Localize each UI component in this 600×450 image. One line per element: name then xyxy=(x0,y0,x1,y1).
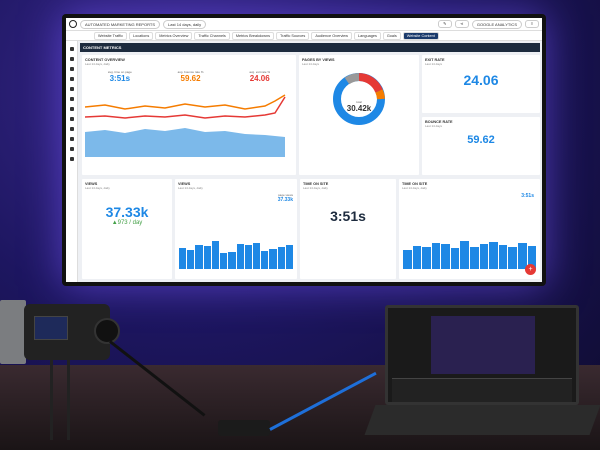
add-button[interactable]: + xyxy=(525,264,536,275)
camera-lcd xyxy=(34,316,68,340)
nav-icon[interactable] xyxy=(69,47,74,51)
time-on-site-chart-card: TIME ON SITE Last 14 days, daily 3:51s + xyxy=(399,179,540,279)
bar xyxy=(244,245,252,269)
share-icon[interactable]: ⋖ xyxy=(454,20,469,28)
bar xyxy=(450,248,460,269)
nav-icon[interactable] xyxy=(69,117,74,121)
nav-icon[interactable] xyxy=(69,127,74,131)
views-chart-card: VIEWS Last 14 days, daily page views 37.3… xyxy=(175,179,297,279)
nav-icon[interactable] xyxy=(69,137,74,141)
overview-line-chart xyxy=(84,94,286,157)
bar xyxy=(277,246,285,269)
camera-lens xyxy=(94,318,120,344)
pages-by-views-card: PAGES BY VIEWS Last 14 days total 30.42k xyxy=(299,55,419,175)
content-overview-card: CONTENT OVERVIEW Last 14 days, daily avg… xyxy=(82,55,296,175)
views-bar-chart xyxy=(179,241,294,269)
report-select[interactable]: AUTOMATED MARKETING REPORTS xyxy=(80,19,161,29)
bar xyxy=(179,248,187,269)
time-on-site-bar-chart xyxy=(403,241,537,269)
obs-control-panel xyxy=(392,378,572,402)
nav-icon[interactable] xyxy=(69,157,74,161)
bar xyxy=(211,241,220,269)
obs-preview xyxy=(431,316,535,374)
bar xyxy=(187,249,195,269)
bar xyxy=(517,242,527,269)
nav-icon[interactable] xyxy=(69,147,74,151)
tripod xyxy=(50,360,70,440)
nav-icon[interactable] xyxy=(69,57,74,61)
views-card: VIEWS Last 14 days, daily 37.33k ▲973 / … xyxy=(82,179,172,279)
tab-locations[interactable]: Locations xyxy=(128,31,154,40)
nav-icon[interactable] xyxy=(69,77,74,81)
bar xyxy=(220,253,228,269)
card-title: CONTENT OVERVIEW xyxy=(85,58,125,62)
tab-audience-overview[interactable]: Audience Overview xyxy=(311,31,353,40)
tab-goals[interactable]: Goals xyxy=(382,31,401,40)
nav-icon[interactable] xyxy=(69,67,74,71)
card-subtitle: Last 14 days, daily xyxy=(85,62,110,66)
section-title: CONTENT METRICS xyxy=(80,43,540,52)
bar xyxy=(412,245,422,269)
tab-metrics-breakdowns[interactable]: Metrics Breakdowns xyxy=(231,31,274,40)
tab-website-content[interactable]: Website Content xyxy=(402,31,439,40)
nav-icon[interactable] xyxy=(69,87,74,91)
laptop xyxy=(385,305,579,405)
bar xyxy=(269,248,277,269)
menu-icon[interactable]: ≡ xyxy=(525,20,539,28)
bar xyxy=(527,245,537,269)
laptop-keyboard xyxy=(364,405,600,435)
app-logo-icon xyxy=(69,20,77,28)
capture-device xyxy=(218,420,270,436)
bar xyxy=(441,244,450,269)
bar xyxy=(470,246,479,269)
dashboard-topbar: AUTOMATED MARKETING REPORTS Last 14 days… xyxy=(66,18,542,31)
tab-languages[interactable]: Languages xyxy=(354,31,381,40)
dashboard-screen: AUTOMATED MARKETING REPORTS Last 14 days… xyxy=(66,18,542,282)
camera xyxy=(24,304,120,360)
bar xyxy=(285,244,294,269)
monitor: AUTOMATED MARKETING REPORTS Last 14 days… xyxy=(62,14,546,286)
tab-metrics-overview[interactable]: Metrics Overview xyxy=(155,31,193,40)
date-range-select[interactable]: Last 14 days, daily xyxy=(163,19,207,29)
pages-donut-chart xyxy=(333,73,385,125)
tab-traffic-sources[interactable]: Traffic Sources xyxy=(276,31,310,40)
bar xyxy=(236,243,244,269)
nav-icon[interactable] xyxy=(69,97,74,101)
tab-traffic-channels[interactable]: Traffic Channels xyxy=(194,31,230,40)
bar xyxy=(228,251,236,269)
dashboard-sidebar xyxy=(66,41,78,282)
tab-website-traffic[interactable]: Website Traffic xyxy=(94,31,127,40)
nav-icon[interactable] xyxy=(69,107,74,111)
bar xyxy=(252,242,261,269)
bar xyxy=(460,241,470,269)
data-source-select[interactable]: GOOGLE ANALYTICS xyxy=(471,19,522,29)
bar xyxy=(261,250,269,269)
edit-icon[interactable]: ✎ xyxy=(437,20,452,28)
dashboard-tabs: Website Traffic Locations Metrics Overvi… xyxy=(66,31,542,41)
bar xyxy=(203,246,211,269)
bar xyxy=(403,250,412,269)
bar xyxy=(422,247,431,269)
time-on-site-card: TIME ON SITE Last 14 days, daily 3:51s xyxy=(300,179,396,279)
bar xyxy=(195,244,203,269)
bar xyxy=(431,242,441,269)
exit-rate-card: EXIT RATE Last 14 days 24.06 xyxy=(422,55,540,113)
bar xyxy=(508,247,517,269)
bar xyxy=(489,242,498,269)
background-laptop xyxy=(0,300,26,364)
bar xyxy=(479,243,489,269)
bounce-rate-card: BOUNCE RATE Last 14 days 59.62 xyxy=(422,117,540,175)
bar xyxy=(498,245,508,269)
